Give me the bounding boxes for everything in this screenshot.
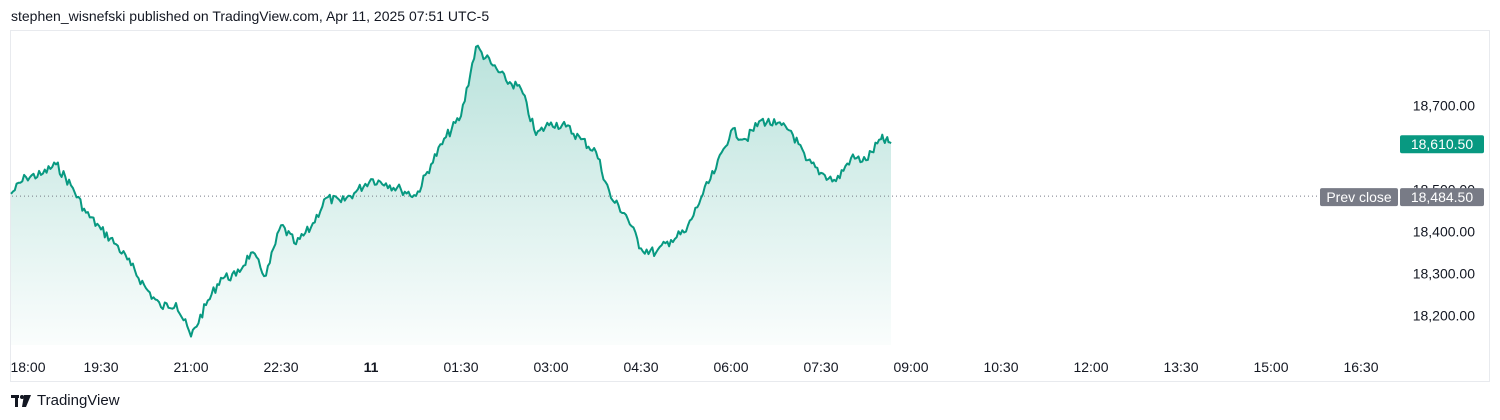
y-tick-label: 18,700.00 xyxy=(1413,98,1475,114)
price-area-fill xyxy=(11,45,891,345)
price-line[interactable] xyxy=(10,44,892,338)
x-tick-label: 07:30 xyxy=(803,359,838,375)
x-tick-label: 01:30 xyxy=(443,359,478,375)
x-tick-label: 11 xyxy=(364,359,379,375)
x-tick-label: 15:00 xyxy=(1253,359,1288,375)
last-price-badge: 18,610.50 xyxy=(1400,135,1484,154)
x-tick-label: 03:00 xyxy=(533,359,568,375)
x-tick-label: 21:00 xyxy=(173,359,208,375)
tradingview-brand: TradingView xyxy=(37,392,120,409)
x-tick-label: 13:30 xyxy=(1163,359,1198,375)
chart-frame xyxy=(10,30,1490,382)
x-tick-label: 04:30 xyxy=(623,359,658,375)
x-tick-label: 22:30 xyxy=(263,359,298,375)
x-tick-label: 18:00 xyxy=(10,359,45,375)
attribution-text: stephen_wisnefski published on TradingVi… xyxy=(11,8,490,24)
y-tick-label: 18,300.00 xyxy=(1413,266,1475,282)
y-tick-label: 18,400.00 xyxy=(1413,224,1475,240)
x-tick-label: 12:00 xyxy=(1073,359,1108,375)
svg-text:18,610.50: 18,610.50 xyxy=(1411,136,1473,152)
x-tick-label: 06:00 xyxy=(713,359,748,375)
prev-close-value-badge: 18,484.50 xyxy=(1400,188,1484,207)
x-tick-label: 09:00 xyxy=(893,359,928,375)
svg-text:18,484.50: 18,484.50 xyxy=(1411,189,1473,205)
tradingview-logo-icon xyxy=(11,394,31,407)
prev-close-label-badge: Prev close xyxy=(1320,188,1398,207)
x-tick-label: 10:30 xyxy=(983,359,1018,375)
x-tick-label: 16:30 xyxy=(1343,359,1378,375)
y-tick-label: 18,200.00 xyxy=(1413,308,1475,324)
svg-text:Prev close: Prev close xyxy=(1326,189,1392,205)
x-tick-label: 19:30 xyxy=(83,359,118,375)
footer-brand[interactable]: TradingView xyxy=(11,392,120,409)
